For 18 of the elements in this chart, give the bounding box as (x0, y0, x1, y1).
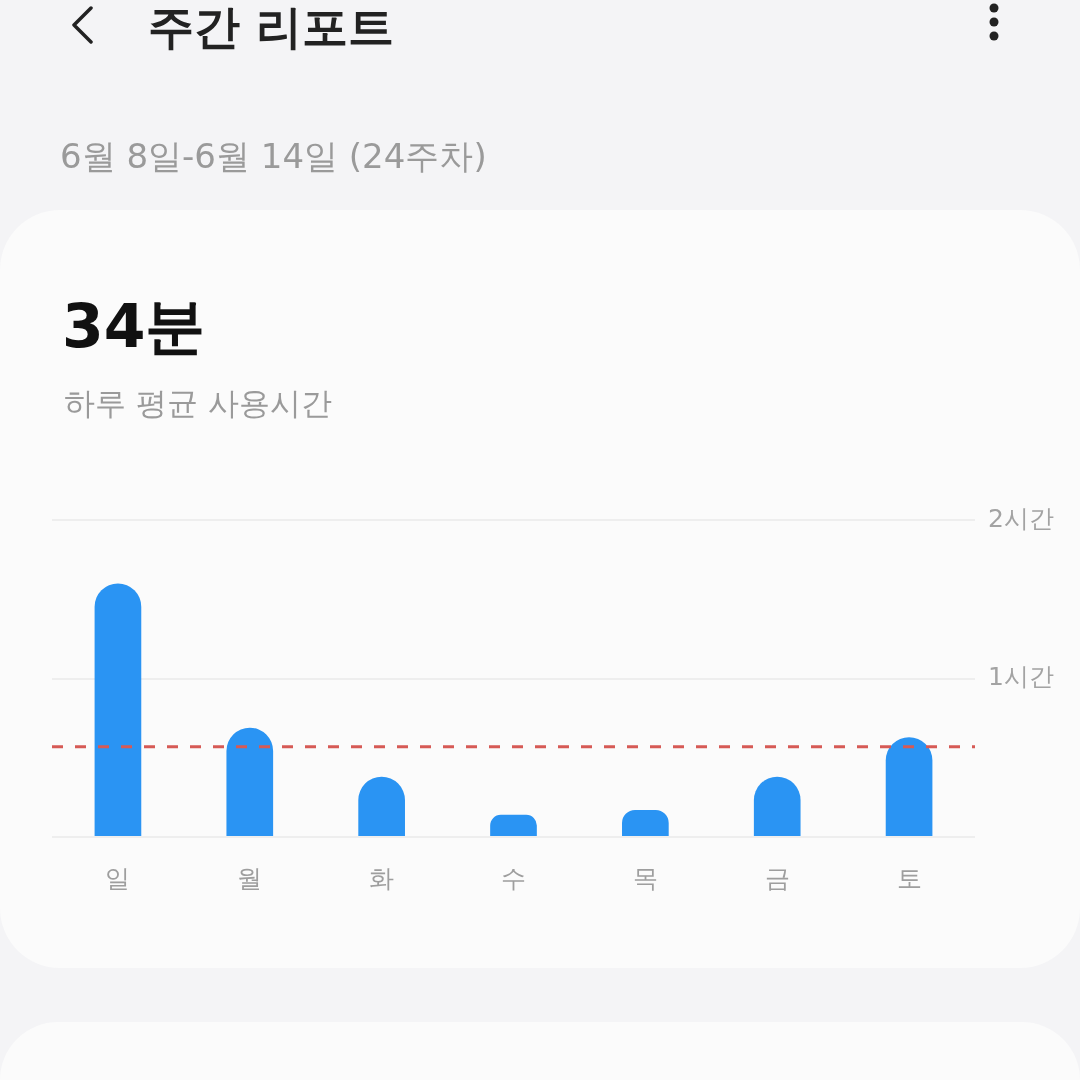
x-tick-label: 토 (896, 863, 922, 893)
bar (94, 583, 142, 836)
y-tick-label: 1시간 (988, 662, 1054, 691)
bar (885, 737, 933, 836)
bar (622, 810, 669, 836)
bar (490, 814, 537, 836)
x-tick-label: 목 (632, 863, 658, 893)
x-tick-label: 화 (369, 863, 395, 893)
x-tick-label: 수 (501, 863, 526, 893)
x-tick-label: 일 (105, 863, 131, 893)
text: 34분 (62, 290, 206, 362)
bar (226, 727, 274, 836)
x-tick-label: 월 (237, 863, 263, 893)
text: 하루 평균 사용시간 (64, 385, 332, 423)
y-tick-label: 2시간 (988, 503, 1054, 533)
chart-title: 주간 리포트 (148, 0, 395, 54)
x-tick-label: 금 (764, 863, 790, 893)
chart-subtitle: 6월 8일-6월 14일 (24주차) (60, 136, 487, 177)
